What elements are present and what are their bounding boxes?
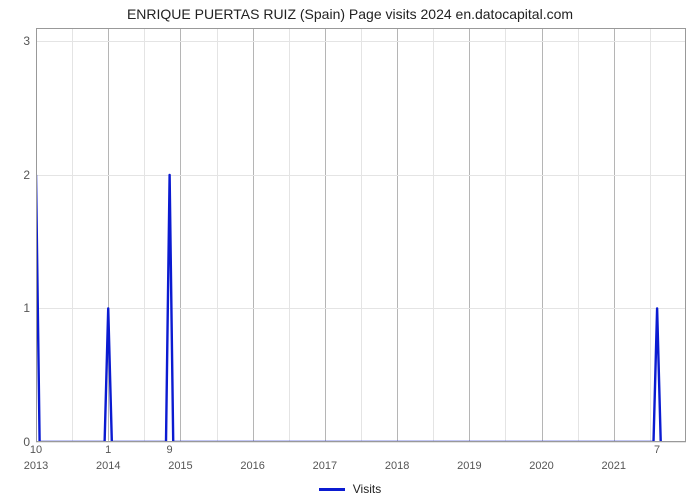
grid-horizontal — [36, 442, 686, 443]
x-tick-label: 2021 — [602, 442, 626, 472]
legend-swatch-visits — [319, 488, 345, 491]
legend: Visits — [0, 482, 700, 496]
y-tick-label: 3 — [23, 34, 36, 48]
chart-container: ENRIQUE PUERTAS RUIZ (Spain) Page visits… — [0, 0, 700, 500]
y-tick-label: 2 — [23, 168, 36, 182]
chart-title-text: ENRIQUE PUERTAS RUIZ (Spain) Page visits… — [127, 6, 573, 22]
x-tick-label: 2019 — [457, 442, 481, 472]
bar-value-label: 7 — [654, 442, 660, 456]
x-tick-label: 2017 — [313, 442, 337, 472]
y-tick-label: 1 — [23, 301, 36, 315]
bar-value-label: 9 — [167, 442, 173, 456]
x-tick-label: 2016 — [240, 442, 264, 472]
visits-line-series — [36, 28, 686, 442]
chart-title: ENRIQUE PUERTAS RUIZ (Spain) Page visits… — [0, 6, 700, 24]
plot-area: 2013201420152016201720182019202020210123… — [36, 28, 686, 442]
bar-value-label: 1 — [105, 442, 111, 456]
x-tick-label: 2018 — [385, 442, 409, 472]
visits-polyline — [36, 175, 661, 442]
x-tick-label: 2020 — [529, 442, 553, 472]
bar-value-label: 10 — [30, 442, 42, 456]
legend-label-visits: Visits — [353, 482, 381, 496]
